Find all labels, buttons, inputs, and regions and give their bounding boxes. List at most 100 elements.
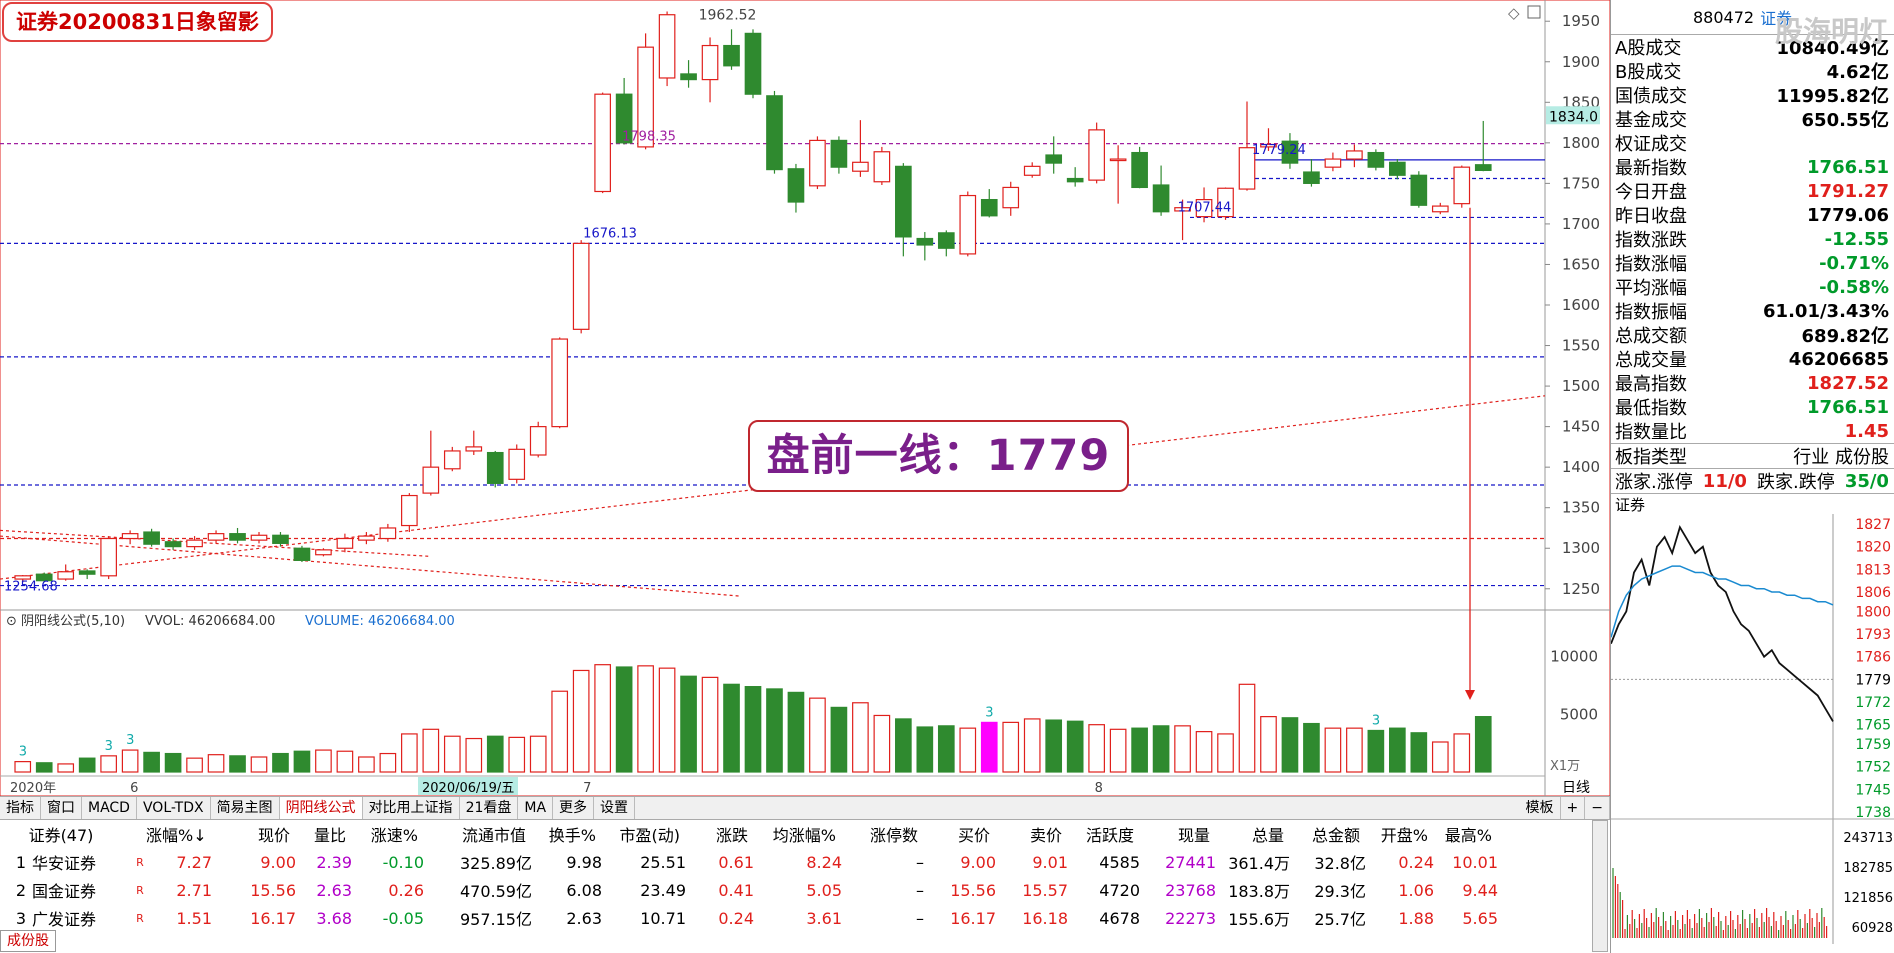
tab-indicator[interactable]: 指标 [0, 797, 41, 819]
tab-yinyang-formula[interactable]: 阴阳线公式 [279, 797, 363, 819]
stat-label: 总成交量 [1615, 350, 1687, 371]
cursor-date-bg [418, 777, 518, 795]
column-header: 涨跌 [715, 826, 748, 845]
table-cell: 0.61 [718, 852, 754, 872]
tab-more[interactable]: 更多 [553, 797, 595, 819]
volume-bar [465, 737, 483, 773]
mini-price-label: 1759 [1855, 737, 1891, 753]
tab-vol-tdx[interactable]: VOL-TDX [137, 797, 211, 819]
stat-value: 11995.82亿 [1776, 86, 1889, 107]
candle-body [1066, 177, 1084, 183]
table-row[interactable]: 1 华安证券 R 7.27 9.00 2.39 -0.10 325.89亿 9.98 25.51 0… [0, 848, 1590, 876]
candle-body [143, 531, 160, 545]
candle-body [895, 165, 912, 238]
remove-button[interactable]: − [1585, 797, 1610, 819]
volume-bar [358, 756, 375, 773]
table-cell: 0.24 [718, 908, 754, 928]
table-row[interactable]: 2 国金证券 R 2.71 15.56 2.63 0.26 470.59亿 6.08 23.49 0… [0, 876, 1590, 904]
candle-body [1260, 143, 1277, 148]
volume-bar [1281, 717, 1299, 773]
add-button[interactable]: + [1561, 797, 1586, 819]
volume-bar [959, 727, 977, 773]
index-name[interactable]: 证券 [1760, 9, 1793, 28]
tab-simple-main[interactable]: 简易主图 [211, 797, 280, 819]
candle-body [1217, 187, 1234, 218]
table-cell: 183.8万 [1228, 882, 1290, 901]
index-info-panel: 880472 证券 股海明灯 A股成交 10840.49亿 B股成交 4.62亿 国债成… [1610, 0, 1894, 953]
mini-price-label: 1813 [1855, 562, 1891, 578]
table-cell: 23768 [1165, 880, 1216, 900]
stat-label: A股成交 [1615, 38, 1682, 59]
table-cell: 3.68 [316, 908, 352, 928]
volume-bar [701, 676, 719, 773]
stat-value: -0.58% [1819, 276, 1889, 298]
kline-chart[interactable]: 1950 1900 1850 1800 1750 1700 1650 1600 1550 1500… [0, 0, 1610, 800]
tab-settings[interactable]: 设置 [594, 797, 636, 819]
price-tick-label: 1700 [1562, 215, 1600, 233]
volume-bar [508, 736, 526, 773]
stat-row: A股成交 10840.49亿 [1611, 35, 1894, 59]
tab-ma[interactable]: MA [518, 797, 554, 819]
table-header: 证券(47) 涨幅%↓ 现价 量比 涨速% 流通市值 换手% 市盈(动) 涨跌 均涨幅% 涨停数 买价… [0, 820, 1590, 848]
stat-label: 最高指数 [1615, 374, 1687, 395]
table-cell: 8.24 [806, 852, 842, 872]
column-header: 最高% [1444, 826, 1492, 845]
intraday-chart[interactable]: 1827 1820 1813 1806 1800 1793 1786 1779 1772 1765… [1610, 514, 1894, 944]
candle-body [1346, 150, 1363, 160]
table-scrollbar[interactable] [1592, 820, 1608, 952]
indicator-toolbar: 指标 窗口 MACD VOL-TDX 简易主图 阴阳线公式 对比用上证指 21看… [0, 796, 1610, 820]
chart-background [0, 0, 1610, 796]
stat-label: 指数涨幅 [1615, 254, 1687, 275]
price-tick-label: 1350 [1562, 499, 1600, 517]
volume-bar [315, 749, 332, 773]
tab-window[interactable]: 窗口 [41, 797, 82, 819]
candle-body [766, 95, 783, 171]
volume-bar [207, 754, 225, 773]
constituents-table: 证券(47) 涨幅%↓ 现价 量比 涨速% 流通市值 换手% 市盈(动) 涨跌 均涨幅% 涨停数 买价… [0, 820, 1590, 940]
stat-value: 1.45 [1844, 420, 1889, 442]
mini-price-label: 1786 [1855, 650, 1891, 666]
volume-bar [766, 688, 783, 773]
stat-label: 权证成交 [1615, 134, 1687, 155]
candle-body [358, 535, 375, 541]
trendline-down [0, 535, 741, 597]
stat-label: 最低指数 [1615, 398, 1687, 419]
tab-macd[interactable]: MACD [82, 797, 137, 819]
table-cell: 957.15亿 [460, 910, 532, 929]
time-label-year: 2020年 [10, 781, 56, 796]
column-header: 均涨幅% [772, 826, 836, 845]
window-restore-icon [1527, 5, 1541, 19]
column-header: 开盘% [1380, 826, 1428, 845]
column-header: 量比 [313, 826, 346, 845]
stat-row: 最高指数 1827.52 [1611, 371, 1894, 396]
stat-value: 689.82亿 [1801, 326, 1889, 347]
table-cell: 155.6万 [1228, 910, 1290, 929]
current-price-tag: 1834.0 [1549, 109, 1598, 125]
template-button[interactable]: 模板 [1520, 797, 1561, 819]
stat-value: 46206685 [1788, 348, 1889, 370]
volume-bar [121, 749, 139, 773]
stat-value: 10840.49亿 [1776, 38, 1889, 59]
tab-constituents[interactable]: 成份股 [0, 930, 56, 952]
stat-value: 650.55亿 [1801, 110, 1889, 131]
volume-bar [143, 751, 160, 773]
chart-canvas[interactable]: 1950190018501800175017001650160015501500… [0, 0, 1610, 796]
mini-volume-label: 121856 [1843, 891, 1893, 906]
table-cell: 0.26 [388, 880, 424, 900]
tab-21-watch[interactable]: 21看盘 [460, 797, 519, 819]
stat-value: 61.01/3.43% [1763, 300, 1889, 322]
candle-body [164, 541, 182, 548]
table-cell: 3 [15, 908, 26, 928]
volume-bar [35, 762, 53, 773]
candle-body [680, 73, 697, 81]
table-cell: 4678 [1099, 908, 1140, 928]
table-cell: – [916, 852, 924, 872]
tab-compare-index[interactable]: 对比用上证指 [363, 797, 460, 819]
volume-bar [1474, 716, 1492, 773]
table-row[interactable]: 3 广发证券 R 1.51 16.17 3.68 -0.05 957.15亿 2.63 10.71… [0, 904, 1590, 932]
candle-body [809, 139, 826, 187]
time-label-jun: 6 [130, 781, 138, 796]
index-type-row[interactable]: 板指类型 行业 成份股 [1611, 443, 1894, 468]
table-cell: 15.56 [250, 880, 296, 900]
volume-tick-label: 10000 [1550, 648, 1598, 666]
